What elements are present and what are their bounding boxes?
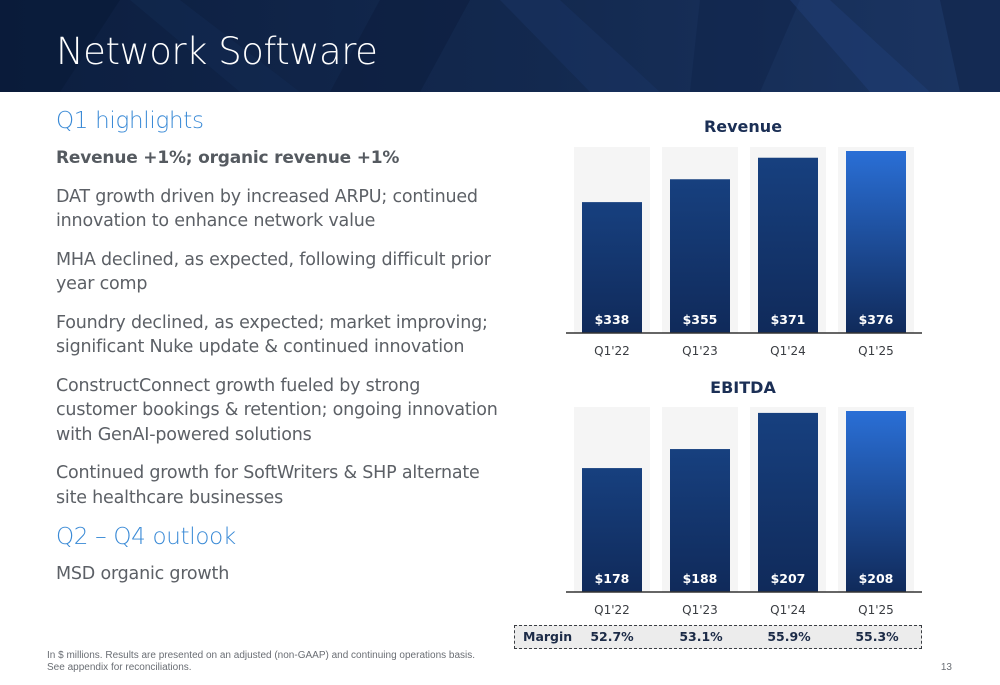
- ebitda-bar: [582, 468, 642, 592]
- revenue-value-label: $338: [595, 312, 630, 327]
- footnote-line: See appendix for reconciliations.: [47, 662, 192, 673]
- header-banner: Network Software: [0, 0, 1000, 92]
- revenue-category-label: Q1'23: [682, 344, 718, 358]
- revenue-value-label: $355: [683, 312, 718, 327]
- ebitda-bar: [846, 411, 906, 592]
- ebitda-bar: [670, 449, 730, 592]
- ebitda-value-label: $178: [595, 571, 630, 586]
- highlight-item: Revenue +1%; organic revenue +1%: [56, 148, 400, 168]
- ebitda-chart-title: EBITDA: [710, 378, 776, 397]
- page-title: Network Software: [56, 30, 378, 73]
- highlights-heading: Q1 highlights: [56, 108, 204, 134]
- revenue-category-label: Q1'24: [770, 344, 806, 358]
- revenue-value-label: $376: [859, 312, 894, 327]
- revenue-category-label: Q1'22: [594, 344, 630, 358]
- highlight-item: ConstructConnect growth fueled by strong…: [56, 375, 498, 445]
- margin-label: Margin: [523, 629, 573, 644]
- ebitda-category-label: Q1'23: [682, 603, 718, 617]
- revenue-value-label: $371: [771, 312, 806, 327]
- ebitda-value-label: $208: [859, 571, 894, 586]
- revenue-category-label: Q1'25: [858, 344, 894, 358]
- ebitda-category-label: Q1'22: [594, 603, 630, 617]
- revenue-bar: [758, 157, 818, 333]
- outlook-heading: Q2 – Q4 outlook: [56, 524, 236, 550]
- highlight-item: Foundry declined, as expected; market im…: [56, 312, 488, 358]
- highlight-item: MHA declined, as expected, following dif…: [56, 249, 491, 295]
- footnote: In $ millions. Results are presented on …: [47, 650, 475, 674]
- ebitda-bar: [758, 412, 818, 592]
- revenue-bar: [670, 179, 730, 333]
- ebitda-value-label: $207: [771, 571, 806, 586]
- margin-value: 55.3%: [855, 629, 899, 644]
- revenue-chart-title: Revenue: [703, 117, 783, 136]
- margin-value: 55.9%: [767, 629, 811, 644]
- page-number: 13: [940, 662, 952, 673]
- revenue-bar: [846, 151, 906, 333]
- highlight-item: DAT growth driven by increased ARPU; con…: [56, 186, 478, 232]
- banner-pattern: [0, 0, 1000, 92]
- margin-value: 52.7%: [590, 629, 634, 644]
- margin-value: 53.1%: [679, 629, 723, 644]
- outlook-item: MSD organic growth: [56, 564, 230, 584]
- footnote-line: In $ millions. Results are presented on …: [47, 650, 476, 661]
- ebitda-category-label: Q1'25: [858, 603, 894, 617]
- revenue-bar: [582, 202, 642, 333]
- highlights-column: Q1 highlights Revenue +1%; organic reven…: [56, 108, 506, 601]
- margin-row: Margin 52.7% 53.1% 55.9% 55.3%: [514, 625, 922, 649]
- highlight-item: Continued growth for SoftWriters & SHP a…: [56, 463, 480, 508]
- ebitda-value-label: $188: [683, 571, 718, 586]
- ebitda-category-label: Q1'24: [770, 603, 806, 617]
